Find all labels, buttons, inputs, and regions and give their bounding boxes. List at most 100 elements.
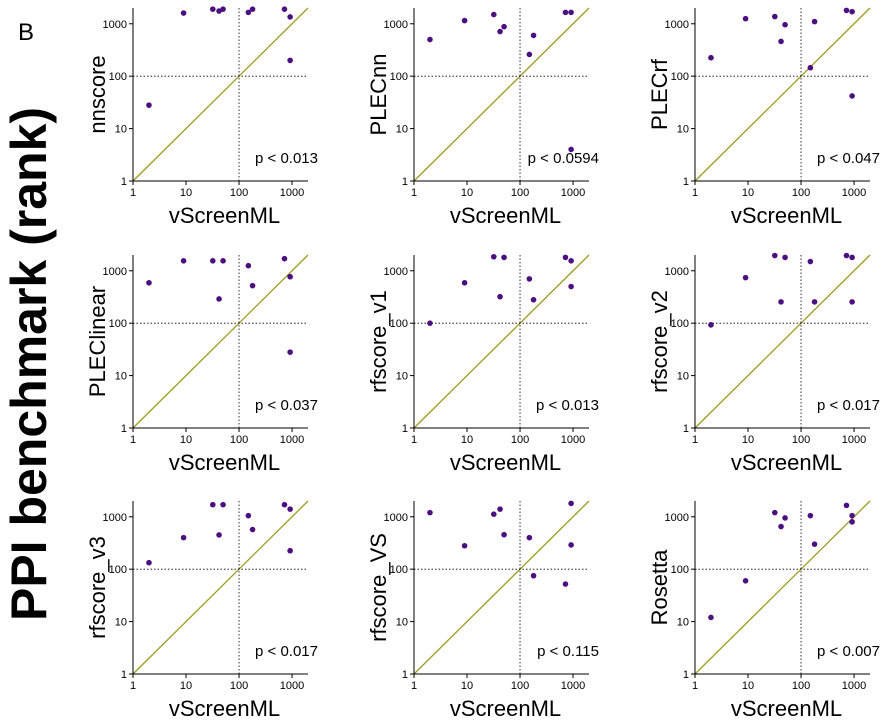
x-tick-label: 1: [692, 187, 698, 199]
point: [771, 13, 778, 20]
annotation: p < 0.013: [255, 150, 318, 167]
x-tick-label: 1000: [280, 187, 304, 199]
point: [778, 299, 784, 305]
point: [849, 254, 855, 261]
x-axis-label: vScreenML: [450, 203, 561, 228]
y-tick-label: 10: [396, 371, 408, 383]
point: [497, 28, 503, 35]
point: [146, 102, 152, 108]
x-tick-label: 1000: [842, 187, 866, 199]
point: [811, 18, 818, 25]
y-tick-label: 1: [683, 669, 689, 681]
y-tick-label: 10: [396, 124, 408, 136]
point: [497, 293, 503, 300]
point: [180, 534, 187, 541]
annotation: p < 0.007: [817, 643, 880, 660]
point: [146, 279, 152, 286]
point: [526, 534, 533, 541]
point: [562, 581, 569, 587]
point: [526, 276, 533, 282]
y-tick-label: 100: [671, 564, 689, 576]
point: [708, 54, 714, 61]
x-tick-label: 100: [511, 187, 529, 199]
point: [461, 279, 468, 286]
y-tick-label: 1: [121, 669, 127, 681]
point: [849, 299, 855, 305]
point: [807, 64, 814, 71]
point: [501, 23, 507, 30]
x-tick-label: 1000: [561, 187, 585, 199]
point: [287, 547, 293, 554]
annotation: p < 0.017: [255, 643, 318, 660]
y-tick-label: 100: [390, 564, 408, 576]
point: [501, 254, 507, 261]
point: [811, 541, 818, 547]
point: [249, 282, 256, 289]
x-tick-label: 1000: [280, 434, 304, 446]
y-tick-label: 10: [115, 124, 127, 136]
annotation: p < 0.037: [255, 397, 318, 414]
panel-label: B: [18, 19, 34, 46]
point: [220, 501, 226, 508]
y-tick-label: 10: [677, 124, 689, 136]
diagonal-line: [694, 500, 871, 675]
point: [782, 254, 788, 261]
point: [807, 512, 814, 519]
y-tick-label: 1000: [384, 19, 408, 31]
y-axis-label: nnscore: [85, 55, 110, 133]
y-tick-label: 1000: [103, 266, 127, 278]
point: [530, 572, 537, 579]
y-tick-label: 1000: [384, 266, 408, 278]
point: [568, 258, 574, 264]
point: [245, 9, 252, 16]
point: [843, 502, 850, 509]
point: [281, 501, 288, 508]
x-tick-label: 1000: [561, 434, 585, 446]
diagonal-line: [132, 500, 309, 675]
point: [501, 531, 507, 538]
point: [427, 320, 433, 326]
x-tick-label: 10: [742, 680, 754, 692]
point: [220, 258, 226, 264]
x-tick-label: 100: [792, 187, 810, 199]
point: [782, 21, 788, 28]
y-axis-label: PLECnn: [366, 54, 391, 136]
diagonal-line: [132, 254, 309, 429]
x-tick-label: 1: [411, 434, 417, 446]
point: [708, 322, 714, 328]
point: [427, 509, 433, 516]
point: [843, 252, 850, 259]
point: [742, 274, 749, 281]
y-axis-label: PLECrf: [647, 58, 672, 130]
y-tick-label: 100: [390, 318, 408, 330]
point: [807, 258, 814, 265]
x-axis-label: vScreenML: [450, 696, 561, 721]
x-axis-label: vScreenML: [731, 203, 842, 228]
diagonal-line: [132, 7, 309, 182]
y-tick-label: 100: [109, 318, 127, 330]
annotation: p < 0.047: [817, 150, 880, 167]
x-tick-label: 100: [511, 680, 529, 692]
point: [849, 93, 855, 99]
y-tick-label: 100: [671, 71, 689, 83]
x-axis-label: vScreenML: [169, 696, 280, 721]
diagonal-line: [413, 254, 590, 429]
y-tick-label: 100: [109, 71, 127, 83]
point: [562, 9, 569, 16]
y-axis-label: rfscore_v2: [647, 290, 672, 393]
x-axis-label: vScreenML: [169, 203, 280, 228]
diagonal-line: [694, 7, 871, 182]
x-tick-label: 1000: [842, 434, 866, 446]
annotation: p < 0.115: [537, 643, 599, 660]
x-tick-label: 10: [461, 187, 473, 199]
x-tick-label: 1000: [280, 680, 304, 692]
y-tick-label: 1: [402, 669, 408, 681]
point: [249, 6, 256, 12]
point: [771, 509, 778, 516]
point: [742, 15, 749, 22]
x-tick-label: 10: [461, 434, 473, 446]
annotation: p < 0.017: [817, 397, 880, 414]
x-tick-label: 1000: [561, 680, 585, 692]
point: [782, 515, 788, 521]
